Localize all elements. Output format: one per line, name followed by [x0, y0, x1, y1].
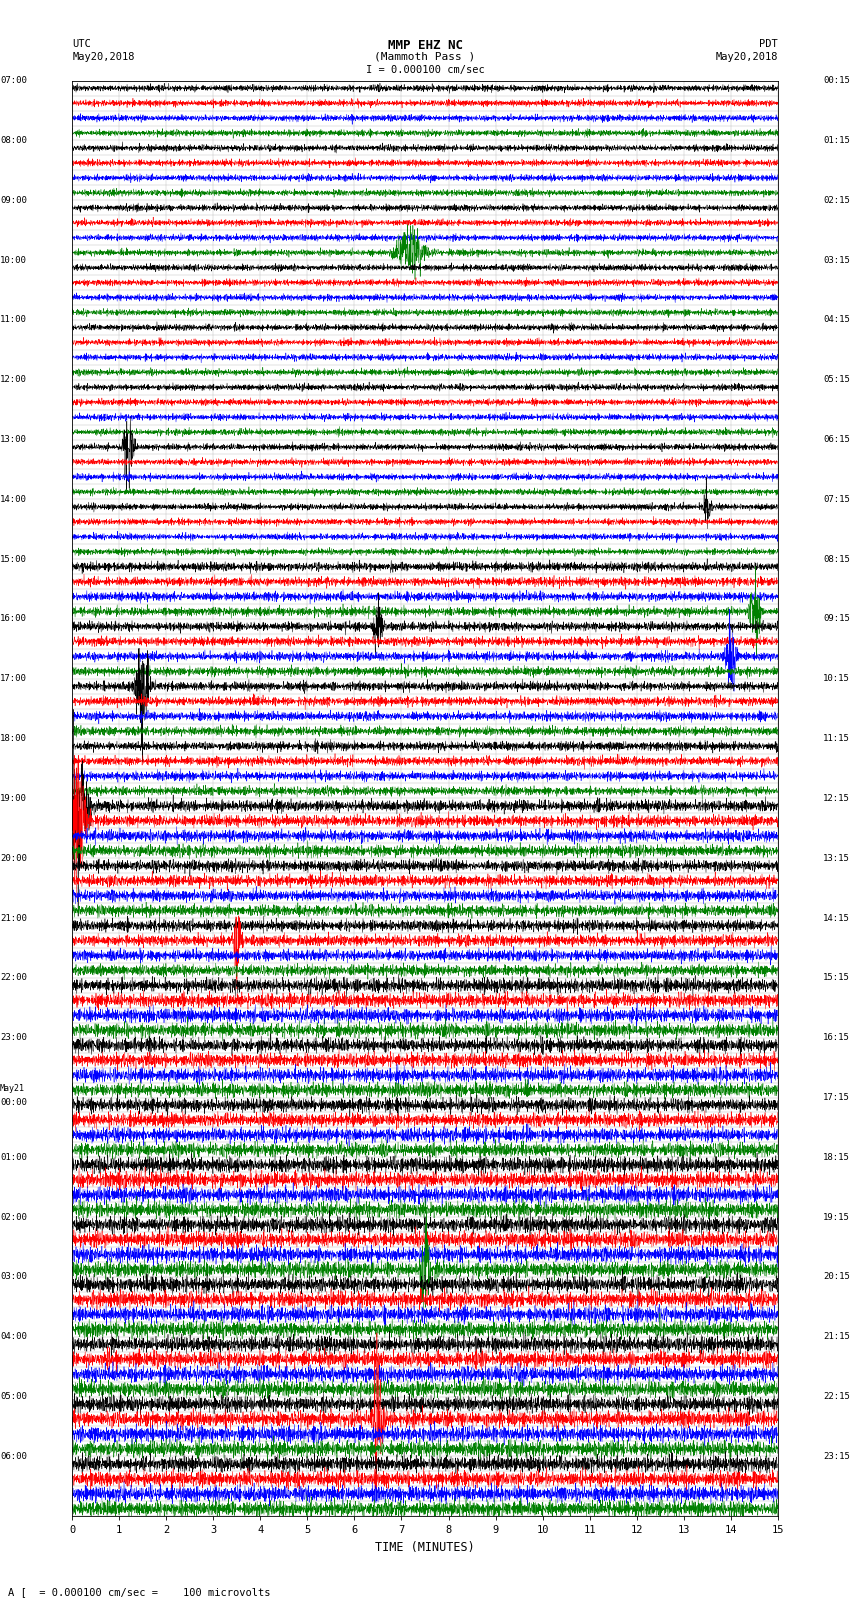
Text: 23:00: 23:00 [0, 1034, 27, 1042]
Text: 02:15: 02:15 [823, 195, 850, 205]
Text: 19:15: 19:15 [823, 1213, 850, 1221]
Text: 10:00: 10:00 [0, 255, 27, 265]
Text: 16:15: 16:15 [823, 1034, 850, 1042]
Text: 15:00: 15:00 [0, 555, 27, 563]
Text: 15:15: 15:15 [823, 973, 850, 982]
Text: MMP EHZ NC: MMP EHZ NC [388, 39, 462, 52]
Text: (Mammoth Pass ): (Mammoth Pass ) [374, 52, 476, 61]
Text: 04:15: 04:15 [823, 316, 850, 324]
Text: I = 0.000100 cm/sec: I = 0.000100 cm/sec [366, 65, 484, 74]
Text: 00:15: 00:15 [823, 76, 850, 85]
Text: 18:15: 18:15 [823, 1153, 850, 1161]
Text: 00:00: 00:00 [0, 1097, 27, 1107]
Text: 03:15: 03:15 [823, 255, 850, 265]
Text: 07:00: 07:00 [0, 76, 27, 85]
Text: 21:15: 21:15 [823, 1332, 850, 1342]
Text: 06:15: 06:15 [823, 436, 850, 444]
Text: 18:00: 18:00 [0, 734, 27, 744]
Text: 19:00: 19:00 [0, 794, 27, 803]
X-axis label: TIME (MINUTES): TIME (MINUTES) [375, 1540, 475, 1553]
Text: 13:00: 13:00 [0, 436, 27, 444]
Text: 05:15: 05:15 [823, 376, 850, 384]
Text: 20:15: 20:15 [823, 1273, 850, 1281]
Text: May20,2018: May20,2018 [72, 52, 135, 61]
Text: 09:15: 09:15 [823, 615, 850, 624]
Text: May21: May21 [0, 1084, 25, 1092]
Text: 01:00: 01:00 [0, 1153, 27, 1161]
Text: 23:15: 23:15 [823, 1452, 850, 1461]
Text: 02:00: 02:00 [0, 1213, 27, 1221]
Text: 11:15: 11:15 [823, 734, 850, 744]
Text: UTC: UTC [72, 39, 91, 48]
Text: 20:00: 20:00 [0, 853, 27, 863]
Text: 14:15: 14:15 [823, 913, 850, 923]
Text: 16:00: 16:00 [0, 615, 27, 624]
Text: 05:00: 05:00 [0, 1392, 27, 1402]
Text: 14:00: 14:00 [0, 495, 27, 503]
Text: 08:15: 08:15 [823, 555, 850, 563]
Text: 22:15: 22:15 [823, 1392, 850, 1402]
Text: PDT: PDT [759, 39, 778, 48]
Text: 17:00: 17:00 [0, 674, 27, 684]
Text: A [  = 0.000100 cm/sec =    100 microvolts: A [ = 0.000100 cm/sec = 100 microvolts [8, 1587, 271, 1597]
Text: 11:00: 11:00 [0, 316, 27, 324]
Text: 12:00: 12:00 [0, 376, 27, 384]
Text: May20,2018: May20,2018 [715, 52, 778, 61]
Text: 09:00: 09:00 [0, 195, 27, 205]
Text: 07:15: 07:15 [823, 495, 850, 503]
Text: 21:00: 21:00 [0, 913, 27, 923]
Text: 01:15: 01:15 [823, 135, 850, 145]
Text: 04:00: 04:00 [0, 1332, 27, 1342]
Text: 10:15: 10:15 [823, 674, 850, 684]
Text: 08:00: 08:00 [0, 135, 27, 145]
Text: 03:00: 03:00 [0, 1273, 27, 1281]
Text: 12:15: 12:15 [823, 794, 850, 803]
Text: 22:00: 22:00 [0, 973, 27, 982]
Text: 13:15: 13:15 [823, 853, 850, 863]
Text: 06:00: 06:00 [0, 1452, 27, 1461]
Text: 17:15: 17:15 [823, 1094, 850, 1102]
